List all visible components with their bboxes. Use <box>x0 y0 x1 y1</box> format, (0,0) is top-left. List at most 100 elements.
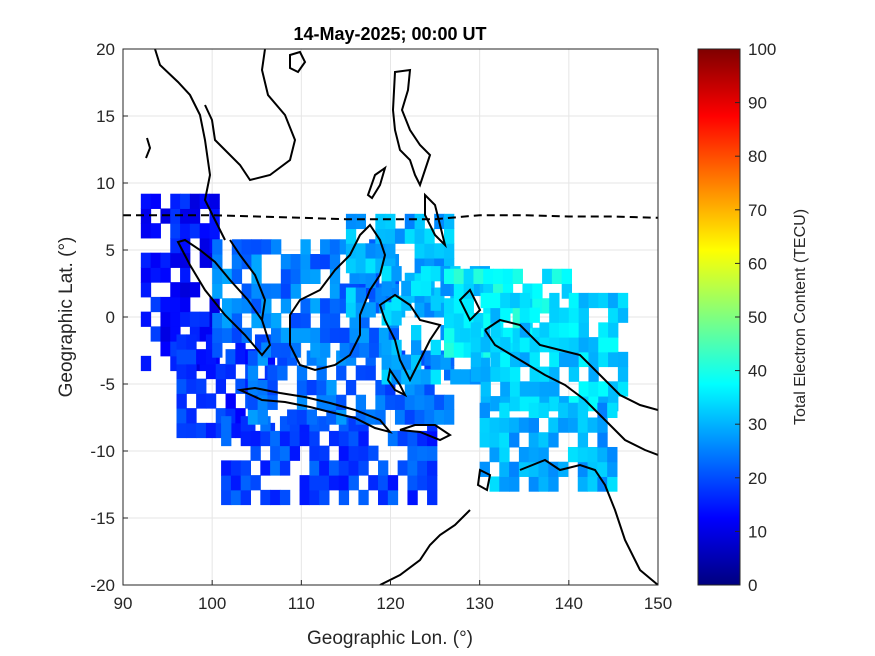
tec-cell <box>588 381 599 397</box>
tec-cell <box>365 302 376 318</box>
tec-cell <box>240 489 252 506</box>
tec-cell <box>385 258 396 274</box>
tec-cell <box>542 298 553 314</box>
x-tick-label: 140 <box>555 594 583 613</box>
tec-cell <box>444 327 455 343</box>
tec-cell <box>417 430 428 447</box>
tec-cell <box>176 363 187 380</box>
tec-cell <box>519 381 531 397</box>
tec-cell <box>391 266 402 282</box>
tec-cell <box>270 460 281 476</box>
tec-cell <box>280 342 292 358</box>
tec-cell <box>460 325 471 341</box>
tec-cell <box>381 339 392 356</box>
tec-cell <box>176 349 187 365</box>
tec-cell <box>529 307 540 323</box>
tec-cell <box>587 417 598 433</box>
tec-cell <box>170 341 181 357</box>
tec-cell <box>176 334 187 350</box>
tec-cell <box>225 349 236 365</box>
tec-cell <box>509 417 520 433</box>
tec-cell <box>453 298 465 314</box>
tec-cell <box>411 280 422 297</box>
tec-cell <box>271 239 282 255</box>
tec-cell <box>290 268 301 284</box>
tec-cell <box>180 311 191 327</box>
tec-cell <box>411 369 422 385</box>
tec-cell <box>528 432 540 448</box>
tec-cell <box>345 302 357 318</box>
tec-cell <box>411 325 422 341</box>
tec-cell <box>617 366 629 382</box>
tec-cell <box>186 422 197 439</box>
y-tick-label: 20 <box>96 40 115 59</box>
tec-cell <box>231 239 243 255</box>
tec-cell <box>140 282 152 298</box>
tec-cell <box>247 365 259 381</box>
tec-cell <box>588 366 599 382</box>
tec-cell <box>577 461 589 477</box>
tec-cell <box>480 381 491 397</box>
tec-cell <box>329 283 341 299</box>
tec-cell <box>368 475 379 491</box>
tec-cell <box>186 363 197 380</box>
tec-cell <box>329 312 341 329</box>
colorbar <box>697 48 741 586</box>
y-tick-label: 10 <box>96 174 115 193</box>
tec-cell <box>394 409 406 425</box>
tec-cell <box>378 460 389 476</box>
tec-cell <box>320 327 331 343</box>
tec-cell <box>270 445 281 461</box>
tec-cell <box>170 296 181 313</box>
tec-cell <box>365 272 376 289</box>
tec-cell <box>345 258 357 274</box>
tec-cell <box>529 351 540 368</box>
tec-cell <box>196 378 207 394</box>
tec-cell <box>509 381 521 397</box>
tec-cell <box>199 311 210 327</box>
tec-cell <box>299 489 310 506</box>
tec-cell <box>500 381 511 397</box>
tec-cell <box>345 379 357 396</box>
tec-cell <box>493 283 504 299</box>
tec-cell <box>588 337 599 353</box>
tec-cell <box>140 252 152 268</box>
tec-cell <box>221 312 233 329</box>
tec-cell <box>240 460 252 476</box>
tec-cell <box>375 228 386 244</box>
tec-cell <box>385 394 396 410</box>
colorbar-tick-label: 10 <box>748 522 767 541</box>
x-tick-label: 110 <box>288 594 315 613</box>
tec-cell <box>247 350 259 366</box>
tec-cell <box>512 327 523 343</box>
tec-cell <box>567 402 579 418</box>
tec-cell <box>261 283 272 299</box>
tec-cell <box>358 460 369 476</box>
tec-cell <box>381 310 392 326</box>
tec-cell <box>538 432 549 448</box>
tec-cell <box>549 351 560 368</box>
tec-cell <box>411 339 422 356</box>
tec-cell <box>561 283 573 299</box>
tec-cell <box>397 430 408 447</box>
tec-cell <box>140 208 152 224</box>
tec-cell <box>170 282 181 298</box>
colorbar-tick-label: 60 <box>748 254 767 273</box>
tec-cell <box>417 445 428 461</box>
tec-cell <box>375 287 386 303</box>
tec-cell <box>235 378 246 394</box>
tec-cell <box>300 327 311 343</box>
tec-cell <box>404 228 416 244</box>
tec-cell <box>417 460 428 476</box>
tec-cell <box>568 322 580 338</box>
tec-cell <box>267 379 278 396</box>
tec-cell <box>559 337 570 353</box>
tec-cell <box>385 243 396 259</box>
tec-cell <box>280 268 292 284</box>
tec-cell <box>309 489 320 506</box>
tec-cell <box>345 287 357 303</box>
tec-cell <box>365 350 376 366</box>
tec-cell <box>257 394 268 410</box>
tec-cell <box>319 489 330 506</box>
